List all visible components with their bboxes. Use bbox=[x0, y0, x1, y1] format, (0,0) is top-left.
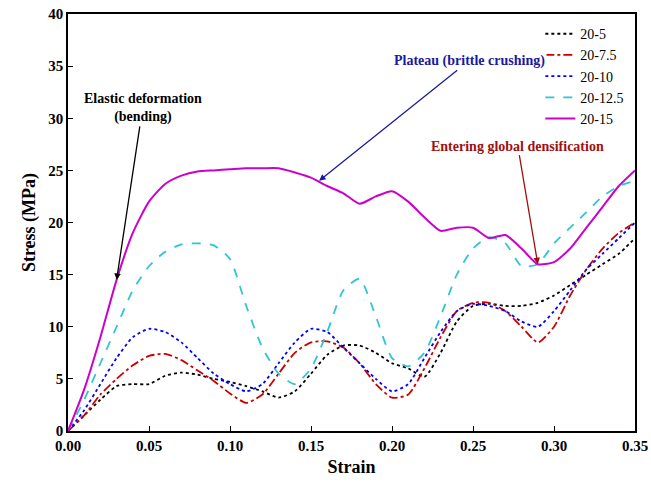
svg-text:20: 20 bbox=[48, 215, 63, 231]
svg-text:0: 0 bbox=[56, 423, 64, 439]
svg-text:0.35: 0.35 bbox=[622, 438, 648, 454]
svg-text:Plateau (brittle crushing): Plateau (brittle crushing) bbox=[394, 53, 545, 69]
svg-text:0.25: 0.25 bbox=[460, 438, 486, 454]
svg-text:0.05: 0.05 bbox=[136, 438, 162, 454]
svg-text:20-5: 20-5 bbox=[580, 27, 606, 42]
svg-text:0.30: 0.30 bbox=[541, 438, 567, 454]
svg-text:20-15: 20-15 bbox=[580, 112, 613, 127]
svg-text:0.10: 0.10 bbox=[217, 438, 243, 454]
svg-text:Entering global densification: Entering global densification bbox=[431, 139, 604, 154]
svg-text:10: 10 bbox=[48, 319, 63, 335]
svg-text:40: 40 bbox=[48, 6, 63, 22]
svg-text:Stress (MPa): Stress (MPa) bbox=[19, 173, 40, 272]
svg-text:20-7.5: 20-7.5 bbox=[580, 48, 616, 63]
svg-text:15: 15 bbox=[48, 267, 63, 283]
svg-text:5: 5 bbox=[56, 371, 64, 387]
svg-text:20-10: 20-10 bbox=[580, 70, 613, 85]
svg-text:0.15: 0.15 bbox=[298, 438, 324, 454]
svg-text:0.00: 0.00 bbox=[55, 438, 81, 454]
svg-text:Elastic deformation(bending): Elastic deformation(bending) bbox=[84, 91, 202, 125]
svg-text:Strain: Strain bbox=[327, 457, 375, 477]
svg-text:25: 25 bbox=[48, 163, 63, 179]
svg-text:30: 30 bbox=[48, 111, 63, 127]
svg-text:20-12.5: 20-12.5 bbox=[580, 91, 623, 106]
svg-text:0.20: 0.20 bbox=[379, 438, 405, 454]
svg-text:35: 35 bbox=[48, 58, 63, 74]
